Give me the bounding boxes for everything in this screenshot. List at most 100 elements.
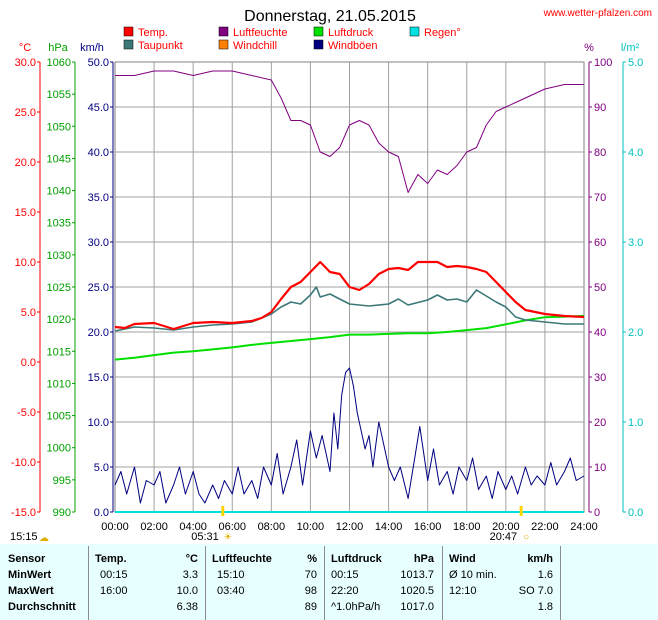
humidity-tick-label: 10 — [594, 462, 606, 474]
temp-unit: °C — [19, 42, 31, 54]
legend-label: Regen° — [424, 27, 461, 39]
temp-tick-label: -5.0 — [17, 407, 36, 419]
grid — [114, 61, 585, 513]
humidity-value: 70 — [304, 569, 317, 581]
humidity-tick-label: 20 — [594, 417, 606, 429]
table-divider — [324, 546, 325, 620]
sun-markers: 05:31 ☀ 20:47 ○ 15:15 ☁ — [10, 506, 529, 544]
header-pressure: Luftdruck — [331, 553, 382, 565]
x-tick-label: 08:00 — [258, 521, 286, 533]
humidity-value: 98 — [304, 585, 317, 597]
x-tick-label: 02:00 — [140, 521, 168, 533]
pressure-tick-label: 1005 — [47, 411, 71, 423]
legend-swatch — [218, 26, 229, 37]
source-label: www.wetter-pfalzen.com — [543, 8, 652, 19]
rain-tick-label: 3.0 — [628, 237, 643, 249]
header-humidity-unit: % — [307, 553, 317, 565]
rain-unit: l/m² — [621, 42, 640, 54]
x-tick-label: 00:00 — [101, 521, 129, 533]
rain-tick-label: 1.0 — [628, 417, 643, 429]
x-tick-label: 16:00 — [414, 521, 442, 533]
axes: 30.0 25.0 20.0 15.0 10.0 5.0 0.0 -5.0 -10.0 -15.0… — [11, 57, 643, 533]
wind-value: 1.6 — [537, 569, 553, 581]
x-tick-label: 20:00 — [492, 521, 520, 533]
legend-swatch — [123, 26, 134, 37]
wind-tick-label: 30.0 — [88, 237, 109, 249]
wind-unit: km/h — [80, 42, 104, 54]
header-humidity: Luftfeuchte — [212, 553, 272, 565]
series-luftdruck — [114, 314, 585, 361]
row-label: Durchschnitt — [8, 601, 76, 613]
pressure-tick-label: 1020 — [47, 314, 71, 326]
sunrise-label: 05:31 — [191, 531, 219, 543]
x-tick-label: 10:00 — [297, 521, 325, 533]
legend-swatch — [123, 39, 134, 50]
left-time-label: 15:15 — [10, 531, 38, 543]
header-sensor: Sensor — [8, 553, 46, 565]
pressure-time: ^1.0hPa/h — [331, 601, 381, 613]
header-wind: Wind — [449, 553, 476, 565]
pressure-time: 00:15 — [331, 569, 359, 581]
pressure-value: 1020.5 — [400, 585, 434, 597]
legend-swatch — [218, 39, 229, 50]
pressure-tick-label: 990 — [53, 507, 71, 519]
row-label: MaxWert — [8, 585, 54, 597]
pressure-tick-label: 1045 — [47, 153, 71, 165]
temp-tick-label: 25.0 — [15, 107, 36, 119]
pressure-time: 22:20 — [331, 585, 359, 597]
pressure-tick-label: 1010 — [47, 378, 71, 390]
wind-tick-label: 10.0 — [88, 417, 109, 429]
legend-label: Windböen — [328, 40, 378, 52]
rain-tick-label: 5.0 — [628, 57, 643, 69]
series-luftfeuchte — [115, 70, 584, 193]
x-tick-label: 12:00 — [336, 521, 364, 533]
temp-value: 6.38 — [176, 601, 198, 613]
legend-swatch — [313, 26, 324, 37]
rain-tick-label: 0.0 — [628, 507, 643, 519]
wind-tick-label: 25.0 — [88, 282, 109, 294]
wind-tick-label: 15.0 — [88, 372, 109, 384]
temp-value: 10.0 — [176, 585, 198, 597]
temp-tick-label: -10.0 — [11, 457, 36, 469]
humidity-tick-label: 90 — [594, 102, 606, 114]
series — [114, 70, 585, 513]
legend-swatch — [313, 39, 324, 50]
humidity-time: 15:10 — [217, 569, 245, 581]
wind-tick-label: 40.0 — [88, 147, 109, 159]
humidity-time: 03:40 — [217, 585, 245, 597]
legend-swatch — [409, 26, 420, 37]
pressure-value: 1013.7 — [400, 569, 434, 581]
humidity-tick-label: 50 — [594, 282, 606, 294]
wind-time: 12:10 — [449, 585, 477, 597]
sun-icon: ☀ — [223, 532, 232, 543]
pressure-tick-label: 1030 — [47, 250, 71, 262]
header-temp: Temp. — [95, 553, 127, 565]
humidity-tick-label: 0 — [594, 507, 600, 519]
temp-tick-label: 15.0 — [15, 207, 36, 219]
humidity-tick-label: 70 — [594, 192, 606, 204]
legend-label: Luftfeuchte — [233, 27, 287, 39]
pressure-value: 1017.0 — [400, 601, 434, 613]
wind-tick-label: 35.0 — [88, 192, 109, 204]
sun-icon: ☁ — [39, 533, 49, 544]
rain-tick-label: 4.0 — [628, 147, 643, 159]
pressure-tick-label: 1060 — [47, 57, 71, 69]
temp-tick-label: 20.0 — [15, 157, 36, 169]
summary-table: Sensor Temp. °C Luftfeuchte% Luftdruck hPa Win… — [0, 544, 658, 620]
humidity-unit: % — [584, 42, 594, 54]
humidity-tick-label: 60 — [594, 237, 606, 249]
sun-icon: ○ — [523, 532, 529, 543]
legend-label: Taupunkt — [138, 40, 183, 52]
legend-label: Temp. — [138, 27, 168, 39]
wind-tick-label: 50.0 — [88, 57, 109, 69]
wind-tick-label: 5.0 — [94, 462, 109, 474]
x-tick-label: 22:00 — [531, 521, 559, 533]
series-temp — [114, 260, 585, 331]
pressure-unit: hPa — [48, 42, 68, 54]
pressure-tick-label: 1000 — [47, 443, 71, 455]
table-divider — [442, 546, 443, 620]
table-divider — [560, 546, 561, 620]
chart-title: Donnerstag, 21.05.2015 — [244, 8, 416, 25]
temp-time: 16:00 — [100, 585, 128, 597]
